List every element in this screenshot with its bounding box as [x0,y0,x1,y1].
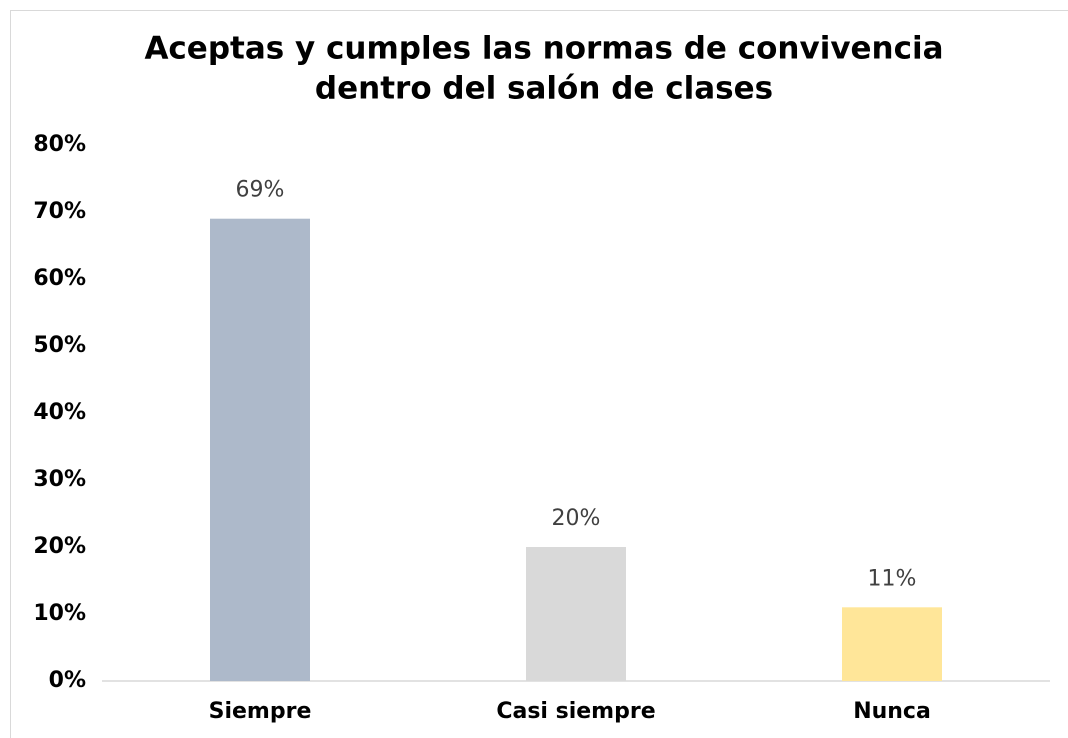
y-tick-label: 70% [33,199,86,224]
x-tick-label: Casi siempre [496,699,655,724]
y-tick-label: 10% [33,601,86,626]
x-tick-label: Nunca [853,699,931,724]
y-tick-label: 30% [33,467,86,492]
y-tick-label: 80% [33,132,86,157]
x-tick-label: Siempre [209,699,312,724]
chart-title: Aceptas y cumples las normas de conviven… [144,31,943,67]
y-tick-label: 60% [33,266,86,291]
value-label: 11% [868,566,917,591]
bar [210,218,310,681]
y-tick-label: 50% [33,333,86,358]
y-tick-label: 40% [33,400,86,425]
bar [842,607,942,681]
y-tick-label: 20% [33,534,86,559]
value-label: 69% [236,178,285,203]
bar [526,547,626,681]
value-label: 20% [552,506,601,531]
y-tick-label: 0% [49,668,86,693]
chart-title: dentro del salón de clases [315,71,773,107]
